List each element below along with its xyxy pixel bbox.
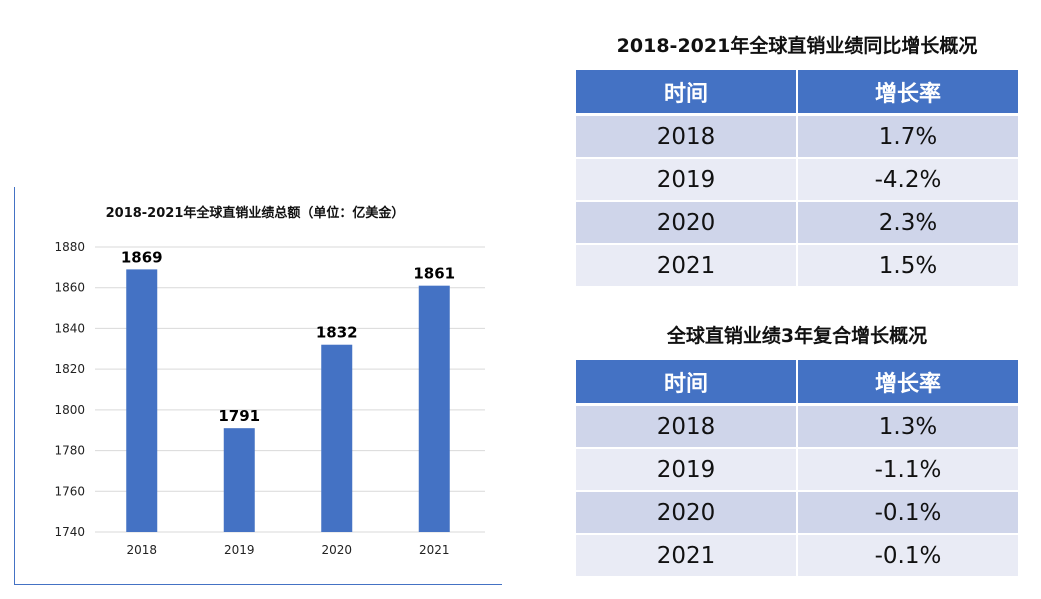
table-row: 2021 1.5% — [576, 244, 1018, 288]
table-row: 2019 -4.2% — [576, 158, 1018, 202]
y-axis-ticks: 1740 1760 1780 1800 1820 1840 1860 1880 — [54, 240, 85, 539]
cagr-year-cell: 2018 — [576, 404, 798, 449]
cagr-year-cell: 2019 — [576, 448, 798, 492]
data-label-2020: 1832 — [316, 324, 358, 342]
table-row: 2020 2.3% — [576, 201, 1018, 245]
yoy-table-block: 2018-2021年全球直销业绩同比增长概况 时间 增长率 2018 1.7% … — [576, 31, 1018, 288]
data-label-2021: 1861 — [413, 265, 455, 283]
y-tick-label: 1800 — [54, 403, 85, 417]
yoy-table: 时间 增长率 2018 1.7% 2019 -4.2% 2020 2.3% 20… — [576, 70, 1018, 288]
y-tick-label: 1840 — [54, 321, 85, 335]
bar-2021 — [418, 285, 450, 532]
x-axis-ticks: 2018 2019 2020 2021 — [126, 543, 449, 557]
yoy-rate-cell: 2.3% — [797, 201, 1018, 245]
yoy-year-cell: 2019 — [576, 158, 798, 202]
data-labels: 1869 1791 1832 1861 — [121, 248, 455, 425]
y-tick-label: 1780 — [54, 444, 85, 458]
cagr-table: 时间 增长率 2018 1.3% 2019 -1.1% 2020 -0.1% 2… — [576, 360, 1018, 578]
cagr-table-header-row: 时间 增长率 — [576, 360, 1018, 406]
yoy-year-cell: 2020 — [576, 201, 798, 245]
cagr-rate-cell: -1.1% — [797, 448, 1018, 492]
y-tick-label: 1880 — [54, 240, 85, 254]
chart-title: 2018-2021年全球直销业绩总额（单位：亿美金） — [106, 205, 405, 221]
data-label-2019: 1791 — [218, 407, 260, 425]
cagr-rate-cell: -0.1% — [797, 491, 1018, 535]
yoy-table-title: 2018-2021年全球直销业绩同比增长概况 — [616, 35, 978, 57]
bars — [126, 269, 450, 532]
cagr-year-cell: 2020 — [576, 491, 798, 535]
bar-chart-panel: 2018-2021年全球直销业绩总额（单位：亿美金） 1740 1760 1780 1… — [14, 187, 502, 585]
table-row: 2019 -1.1% — [576, 448, 1018, 492]
table-row: 2021 -0.1% — [576, 534, 1018, 578]
yoy-header-rate: 增长率 — [797, 70, 1018, 116]
table-row: 2018 1.7% — [576, 114, 1018, 159]
x-tick-label: 2018 — [126, 543, 157, 557]
cagr-table-block: 全球直销业绩3年复合增长概况 时间 增长率 2018 1.3% 2019 -1.… — [576, 321, 1018, 578]
y-tick-label: 1760 — [54, 484, 85, 498]
data-label-2018: 1869 — [121, 248, 163, 266]
y-tick-label: 1740 — [54, 525, 85, 539]
gridlines — [95, 246, 485, 533]
yoy-rate-cell: -4.2% — [797, 158, 1018, 202]
y-tick-label: 1860 — [54, 281, 85, 295]
bar-2018 — [126, 269, 158, 532]
table-row: 2020 -0.1% — [576, 491, 1018, 535]
cagr-header-rate: 增长率 — [797, 360, 1018, 406]
yoy-rate-cell: 1.7% — [797, 114, 1018, 159]
y-tick-label: 1820 — [54, 362, 85, 376]
yoy-rate-cell: 1.5% — [797, 244, 1018, 288]
cagr-table-title: 全球直销业绩3年复合增长概况 — [666, 325, 928, 347]
yoy-table-header-row: 时间 增长率 — [576, 70, 1018, 116]
x-tick-label: 2019 — [224, 543, 255, 557]
bar-2019 — [223, 428, 255, 532]
cagr-rate-cell: 1.3% — [797, 404, 1018, 449]
x-tick-label: 2021 — [419, 543, 450, 557]
cagr-year-cell: 2021 — [576, 534, 798, 578]
yoy-header-time: 时间 — [576, 70, 798, 116]
yoy-year-cell: 2021 — [576, 244, 798, 288]
cagr-header-time: 时间 — [576, 360, 798, 406]
cagr-rate-cell: -0.1% — [797, 534, 1018, 578]
yoy-year-cell: 2018 — [576, 114, 798, 159]
bar-2020 — [321, 344, 353, 532]
bar-chart: 2018-2021年全球直销业绩总额（单位：亿美金） 1740176017801… — [54, 205, 485, 557]
x-tick-label: 2020 — [321, 543, 352, 557]
table-row: 2018 1.3% — [576, 404, 1018, 449]
